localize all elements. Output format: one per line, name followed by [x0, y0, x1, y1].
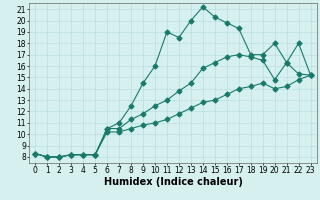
X-axis label: Humidex (Indice chaleur): Humidex (Indice chaleur) [103, 177, 242, 187]
